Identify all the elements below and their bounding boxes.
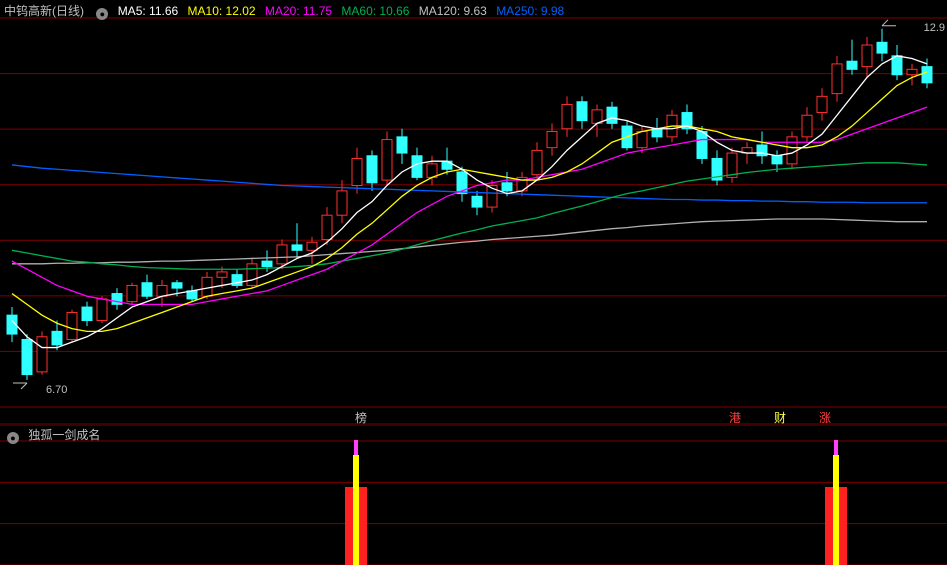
low-price-label: 6.70 xyxy=(46,384,67,396)
ma10-label: MA10: 12.02 xyxy=(188,4,256,18)
main-candlestick-panel[interactable]: 中钨高新(日线) ● MA5: 11.66 MA10: 12.02 MA20: … xyxy=(0,0,947,407)
main-chart-svg xyxy=(0,0,947,407)
ma60-label: MA60: 10.66 xyxy=(341,4,409,18)
ma250-label: MA250: 9.98 xyxy=(496,4,564,18)
high-price-label: 12.9 xyxy=(924,22,945,34)
info-tag: 榜 xyxy=(355,409,367,426)
info-band: 榜港财涨 xyxy=(0,407,947,425)
chart-header: 中钨高新(日线) ● MA5: 11.66 MA10: 12.02 MA20: … xyxy=(4,2,570,20)
visibility-toggle-icon[interactable]: ● xyxy=(96,8,108,20)
sub-chart-title: 独孤一剑成名 xyxy=(28,428,100,442)
info-tag: 财 xyxy=(774,409,786,426)
info-tag: 港 xyxy=(729,409,741,426)
ma5-label: MA5: 11.66 xyxy=(118,4,178,18)
sub-visibility-toggle-icon[interactable]: ● xyxy=(7,432,19,444)
sub-chart-svg xyxy=(0,425,947,565)
info-tag: 涨 xyxy=(819,409,831,426)
sub-chart-header: ● 独孤一剑成名 xyxy=(4,426,106,444)
sub-indicator-panel[interactable]: ● 独孤一剑成名 xyxy=(0,425,947,565)
stock-name: 中钨高新(日线) xyxy=(4,4,84,18)
chart-root: 中钨高新(日线) ● MA5: 11.66 MA10: 12.02 MA20: … xyxy=(0,0,947,565)
ma20-label: MA20: 11.75 xyxy=(265,4,332,18)
info-band-bg xyxy=(0,407,947,425)
ma120-label: MA120: 9.63 xyxy=(419,4,487,18)
